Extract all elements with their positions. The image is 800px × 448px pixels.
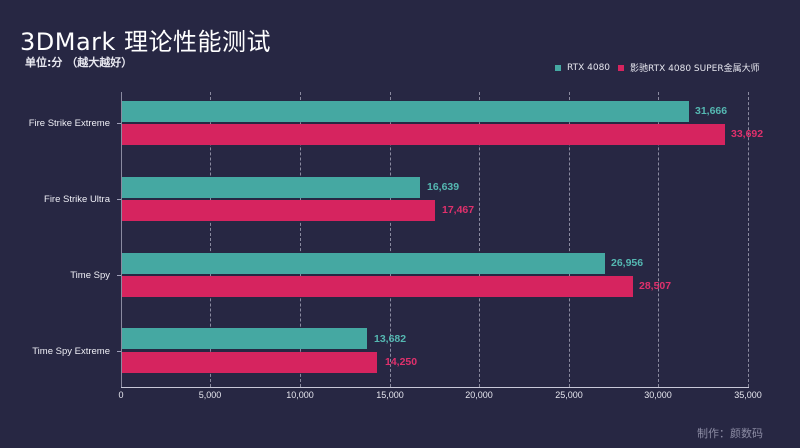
category-label-fire-strike-extreme: Fire Strike Extreme	[28, 118, 110, 129]
bar-rtx4080-fire-strike-extreme	[122, 101, 689, 122]
x-tick-label: 25,000	[555, 390, 583, 400]
bar-rtx4080-time-spy-extreme	[122, 328, 367, 349]
x-tick-label: 5,000	[198, 390, 222, 400]
category-tick	[117, 351, 121, 352]
chart-subtitle: 单位:分 （越大越好）	[25, 56, 133, 69]
value-label: 33,692	[731, 128, 764, 140]
bar-4080super-time-spy-extreme	[122, 352, 377, 373]
bar-4080super-time-spy	[122, 276, 633, 297]
chart-title: 3DMark 理论性能测试	[20, 28, 272, 56]
value-label: 28,507	[639, 280, 672, 292]
category-label-fire-strike-ultra: Fire Strike Ultra	[44, 194, 110, 205]
gridline	[390, 92, 391, 387]
x-axis	[121, 387, 749, 388]
gridline	[569, 92, 570, 387]
legend-item-rtx4080: RTX 4080	[555, 63, 610, 73]
x-tick-label: 35,000	[734, 390, 762, 400]
credit-text: 制作：颜数码	[697, 427, 763, 440]
x-tick-label: 10,000	[286, 390, 314, 400]
category-label-time-spy: Time Spy	[70, 270, 110, 281]
category-label-time-spy-extreme: Time Spy Extreme	[32, 346, 110, 357]
value-label: 13,682	[374, 333, 407, 345]
bar-4080super-fire-strike-extreme	[122, 124, 725, 145]
legend-label: 影驰RTX 4080 SUPER金属大师	[630, 64, 760, 74]
value-label: 31,666	[695, 105, 728, 117]
legend-swatch-pink	[618, 64, 625, 71]
category-tick	[117, 123, 121, 124]
value-label: 14,250	[385, 356, 418, 368]
category-tick	[117, 275, 121, 276]
value-label: 17,467	[442, 204, 475, 216]
x-tick-label: 30,000	[644, 390, 672, 400]
y-axis	[121, 92, 122, 388]
legend-swatch-teal	[555, 64, 561, 71]
bar-rtx4080-time-spy	[122, 253, 605, 274]
gridline	[658, 92, 659, 387]
legend-item-4080-super: 影驰RTX 4080 SUPER金属大师	[618, 61, 760, 74]
gridline	[300, 92, 301, 387]
legend: RTX 4080 影驰RTX 4080 SUPER金属大师	[555, 61, 760, 74]
x-tick-label: 20,000	[465, 390, 493, 400]
x-tick-label: 0	[118, 390, 124, 400]
x-tick-label: 15,000	[376, 390, 404, 400]
value-label: 26,956	[611, 257, 644, 269]
legend-label: RTX 4080	[567, 62, 611, 73]
bar-4080super-fire-strike-ultra	[122, 200, 435, 221]
gridline	[748, 92, 749, 387]
bar-rtx4080-fire-strike-ultra	[122, 177, 420, 198]
value-label: 16,639	[427, 181, 460, 193]
gridline	[479, 92, 480, 387]
category-tick	[117, 199, 121, 200]
gridline	[210, 92, 211, 387]
